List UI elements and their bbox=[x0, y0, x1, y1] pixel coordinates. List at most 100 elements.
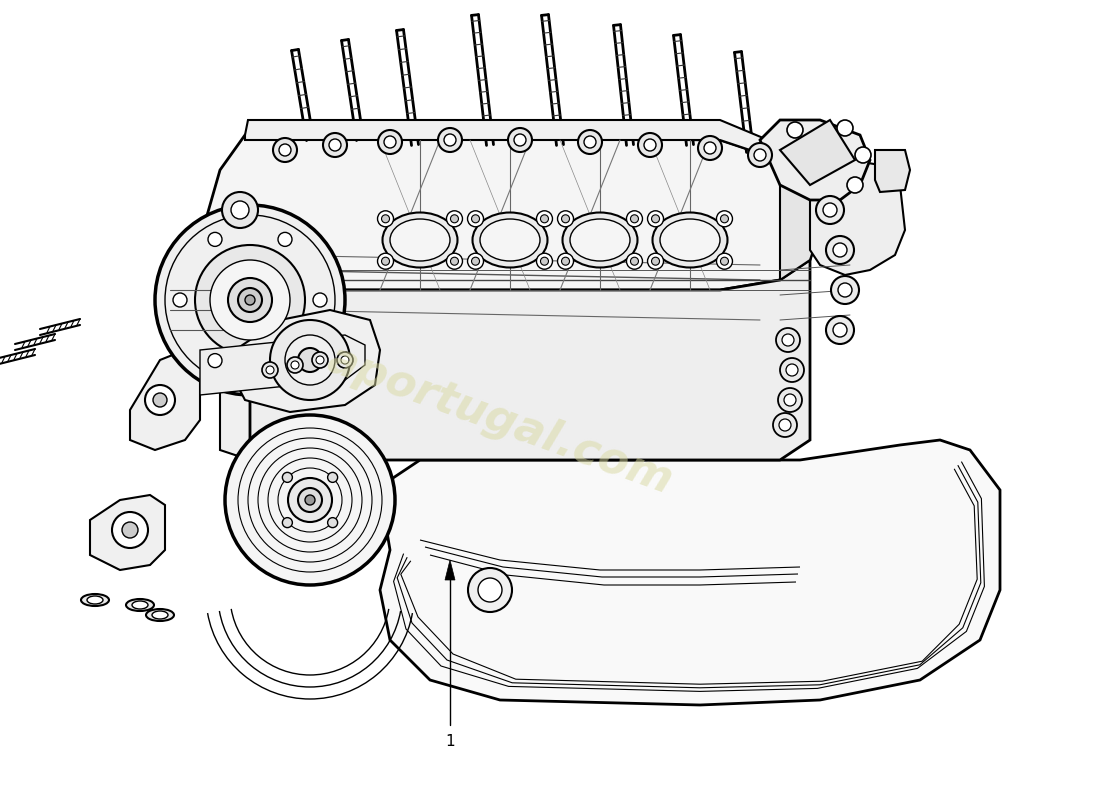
Circle shape bbox=[328, 472, 338, 482]
Circle shape bbox=[444, 134, 456, 146]
Ellipse shape bbox=[570, 219, 630, 261]
Circle shape bbox=[514, 134, 526, 146]
Circle shape bbox=[262, 362, 278, 378]
Polygon shape bbox=[250, 260, 810, 460]
Circle shape bbox=[823, 203, 837, 217]
Circle shape bbox=[833, 323, 847, 337]
Polygon shape bbox=[780, 120, 855, 185]
Circle shape bbox=[341, 356, 349, 364]
Circle shape bbox=[468, 254, 484, 270]
Circle shape bbox=[382, 258, 389, 266]
Circle shape bbox=[651, 258, 660, 266]
Circle shape bbox=[780, 358, 804, 382]
Circle shape bbox=[561, 258, 570, 266]
Circle shape bbox=[786, 122, 803, 138]
Circle shape bbox=[378, 130, 402, 154]
Ellipse shape bbox=[152, 611, 168, 619]
Circle shape bbox=[328, 518, 338, 528]
Circle shape bbox=[468, 210, 484, 226]
Circle shape bbox=[630, 214, 638, 222]
Circle shape bbox=[173, 293, 187, 307]
Circle shape bbox=[337, 352, 353, 368]
Circle shape bbox=[855, 147, 871, 163]
Circle shape bbox=[558, 210, 573, 226]
Circle shape bbox=[451, 214, 459, 222]
Circle shape bbox=[720, 214, 728, 222]
Polygon shape bbox=[232, 310, 380, 412]
Circle shape bbox=[833, 243, 847, 257]
Circle shape bbox=[208, 354, 222, 368]
Polygon shape bbox=[90, 495, 165, 570]
Circle shape bbox=[283, 518, 293, 528]
Circle shape bbox=[122, 522, 138, 538]
Circle shape bbox=[478, 578, 502, 602]
Circle shape bbox=[323, 133, 346, 157]
Ellipse shape bbox=[87, 596, 103, 604]
Circle shape bbox=[112, 512, 148, 548]
Circle shape bbox=[704, 142, 716, 154]
Circle shape bbox=[508, 128, 532, 152]
Circle shape bbox=[778, 388, 802, 412]
Text: aportugal.com: aportugal.com bbox=[321, 338, 679, 502]
Ellipse shape bbox=[660, 219, 720, 261]
Circle shape bbox=[838, 283, 853, 297]
Circle shape bbox=[245, 295, 255, 305]
Circle shape bbox=[720, 258, 728, 266]
Circle shape bbox=[384, 136, 396, 148]
Circle shape bbox=[826, 316, 854, 344]
Circle shape bbox=[537, 254, 552, 270]
Circle shape bbox=[279, 144, 292, 156]
Circle shape bbox=[208, 232, 222, 246]
Circle shape bbox=[847, 177, 864, 193]
Circle shape bbox=[266, 366, 274, 374]
Ellipse shape bbox=[81, 594, 109, 606]
Text: 1: 1 bbox=[446, 734, 454, 750]
Circle shape bbox=[312, 352, 328, 368]
Circle shape bbox=[558, 254, 573, 270]
Ellipse shape bbox=[480, 219, 540, 261]
Ellipse shape bbox=[562, 213, 638, 267]
Circle shape bbox=[278, 232, 292, 246]
Circle shape bbox=[222, 192, 258, 228]
Polygon shape bbox=[760, 120, 870, 200]
Circle shape bbox=[837, 120, 852, 136]
Circle shape bbox=[285, 335, 336, 385]
Circle shape bbox=[468, 568, 512, 612]
Circle shape bbox=[238, 288, 262, 312]
Circle shape bbox=[537, 210, 552, 226]
Circle shape bbox=[754, 149, 766, 161]
Circle shape bbox=[644, 139, 656, 151]
Circle shape bbox=[472, 214, 480, 222]
Polygon shape bbox=[245, 120, 780, 160]
Ellipse shape bbox=[473, 213, 548, 267]
Circle shape bbox=[145, 385, 175, 415]
Circle shape bbox=[305, 495, 315, 505]
Circle shape bbox=[288, 478, 332, 522]
Circle shape bbox=[298, 488, 322, 512]
Ellipse shape bbox=[132, 601, 148, 609]
Circle shape bbox=[627, 254, 642, 270]
Circle shape bbox=[228, 278, 272, 322]
Polygon shape bbox=[874, 150, 910, 192]
Circle shape bbox=[773, 413, 798, 437]
Circle shape bbox=[540, 214, 549, 222]
Circle shape bbox=[816, 196, 844, 224]
Circle shape bbox=[226, 415, 395, 585]
Circle shape bbox=[638, 133, 662, 157]
Circle shape bbox=[438, 128, 462, 152]
Circle shape bbox=[382, 214, 389, 222]
Ellipse shape bbox=[126, 599, 154, 611]
Circle shape bbox=[578, 130, 602, 154]
Polygon shape bbox=[200, 135, 820, 290]
Polygon shape bbox=[780, 160, 820, 280]
Circle shape bbox=[377, 210, 394, 226]
Circle shape bbox=[782, 334, 794, 346]
Circle shape bbox=[776, 328, 800, 352]
Circle shape bbox=[779, 419, 791, 431]
Circle shape bbox=[716, 210, 733, 226]
Circle shape bbox=[826, 236, 854, 264]
Polygon shape bbox=[130, 350, 200, 450]
Circle shape bbox=[283, 472, 293, 482]
Ellipse shape bbox=[390, 219, 450, 261]
Circle shape bbox=[316, 356, 324, 364]
